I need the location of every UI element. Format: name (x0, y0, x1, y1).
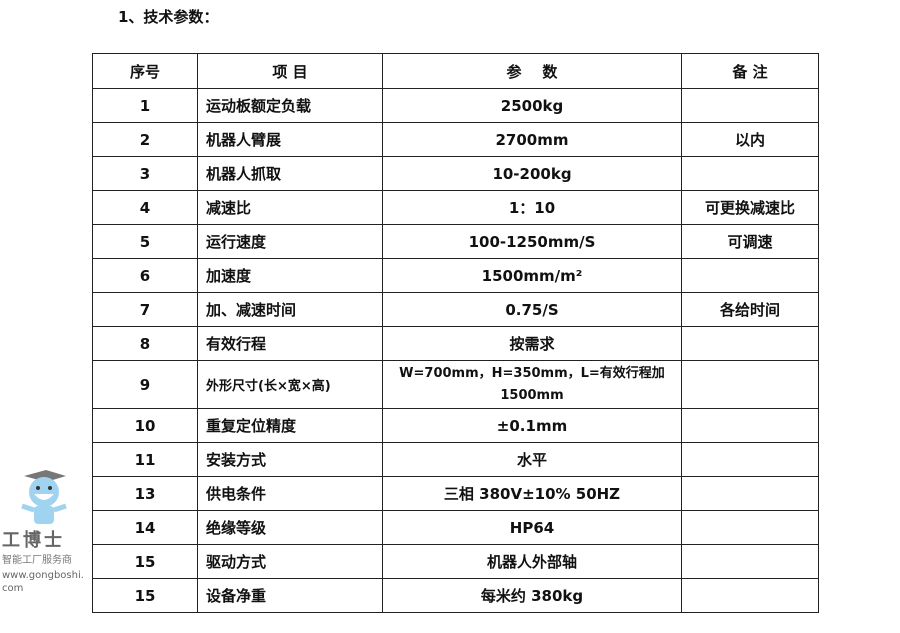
row-index: 9 (92, 360, 198, 409)
row-index: 13 (92, 476, 198, 511)
row-param: 1500mm/m² (382, 258, 682, 293)
row-item: 机器人抓取 (197, 156, 383, 191)
row-item: 运动板额定负载 (197, 88, 383, 123)
row-note: 以内 (681, 122, 819, 157)
row-index: 7 (92, 292, 198, 327)
row-note (681, 360, 819, 409)
row-item: 设备净重 (197, 578, 383, 613)
row-param: ±0.1mm (382, 408, 682, 443)
table-row: 3 机器人抓取 10-200kg (92, 156, 819, 191)
mascot-icon (21, 470, 67, 524)
table-row: 5 运行速度 100-1250mm/S 可调速 (92, 224, 819, 259)
row-item: 有效行程 (197, 326, 383, 361)
row-note: 可调速 (681, 224, 819, 259)
row-index: 15 (92, 578, 198, 613)
row-item: 绝缘等级 (197, 510, 383, 545)
row-index: 15 (92, 544, 198, 579)
header-cell: 序号 (92, 53, 198, 89)
table-row: 15 驱动方式 机器人外部轴 (92, 544, 819, 579)
row-param: 每米约 380kg (382, 578, 682, 613)
row-index: 2 (92, 122, 198, 157)
table-row: 1 运动板额定负载 2500kg (92, 88, 819, 123)
brand-tagline: 智能工厂服务商 (2, 555, 72, 566)
table-row: 14 绝缘等级 HP64 (92, 510, 819, 545)
row-note (681, 156, 819, 191)
row-param: 0.75/S (382, 292, 682, 327)
header-cell: 备 注 (681, 53, 819, 89)
table-row: 7 加、减速时间 0.75/S 各给时间 (92, 292, 819, 327)
row-index: 1 (92, 88, 198, 123)
row-note (681, 544, 819, 579)
row-note: 可更换减速比 (681, 190, 819, 225)
section-title: 1、技术参数： (118, 8, 219, 26)
row-note (681, 476, 819, 511)
row-item: 驱动方式 (197, 544, 383, 579)
row-param: 三相 380V±10% 50HZ (382, 476, 682, 511)
row-item: 运行速度 (197, 224, 383, 259)
table-row: 9 外形尺寸(长×宽×高) W=700mm，H=350mm，L=有效行程加 1500… (92, 360, 819, 409)
header-cell: 项 目 (197, 53, 383, 89)
row-item: 加、减速时间 (197, 292, 383, 327)
row-item: 机器人臂展 (197, 122, 383, 157)
row-note (681, 326, 819, 361)
row-index: 3 (92, 156, 198, 191)
row-note (681, 88, 819, 123)
tech-params-table: 序号 项 目 参 数 备 注 1 运动板额定负载 2500kg 2 机器人臂展 2700m… (92, 53, 819, 613)
table-row: 15 设备净重 每米约 380kg (92, 578, 819, 613)
table-row: 6 加速度 1500mm/m² (92, 258, 819, 293)
row-note (681, 578, 819, 613)
row-note (681, 408, 819, 443)
row-param: 1：10 (382, 190, 682, 225)
table-row: 4 减速比 1：10 可更换减速比 (92, 190, 819, 225)
table-row: 8 有效行程 按需求 (92, 326, 819, 361)
row-param: 100-1250mm/S (382, 224, 682, 259)
row-item: 安装方式 (197, 442, 383, 477)
row-item: 加速度 (197, 258, 383, 293)
row-param: 2700mm (382, 122, 682, 157)
watermark-logo: 工博士 智能工厂服务商 www.gongboshi.com (2, 468, 88, 618)
row-item: 供电条件 (197, 476, 383, 511)
row-index: 5 (92, 224, 198, 259)
brand-name: 工博士 (2, 530, 65, 551)
row-index: 11 (92, 442, 198, 477)
row-param: HP64 (382, 510, 682, 545)
row-item: 减速比 (197, 190, 383, 225)
table-row: 11 安装方式 水平 (92, 442, 819, 477)
row-note (681, 510, 819, 545)
row-note (681, 258, 819, 293)
table-row: 10 重复定位精度 ±0.1mm (92, 408, 819, 443)
row-param: 2500kg (382, 88, 682, 123)
row-param: 机器人外部轴 (382, 544, 682, 579)
row-item: 外形尺寸(长×宽×高) (197, 360, 383, 409)
row-note: 各给时间 (681, 292, 819, 327)
table-row: 2 机器人臂展 2700mm 以内 (92, 122, 819, 157)
row-index: 8 (92, 326, 198, 361)
table-row: 13 供电条件 三相 380V±10% 50HZ (92, 476, 819, 511)
row-index: 4 (92, 190, 198, 225)
row-param: W=700mm，H=350mm，L=有效行程加 1500mm (382, 360, 682, 409)
row-index: 10 (92, 408, 198, 443)
row-param: 10-200kg (382, 156, 682, 191)
header-cell: 参 数 (382, 53, 682, 89)
row-index: 6 (92, 258, 198, 293)
table-header: 序号 项 目 参 数 备 注 (92, 53, 819, 89)
brand-url: www.gongboshi.com (2, 570, 84, 594)
row-item: 重复定位精度 (197, 408, 383, 443)
row-param: 按需求 (382, 326, 682, 361)
row-index: 14 (92, 510, 198, 545)
row-note (681, 442, 819, 477)
row-param: 水平 (382, 442, 682, 477)
